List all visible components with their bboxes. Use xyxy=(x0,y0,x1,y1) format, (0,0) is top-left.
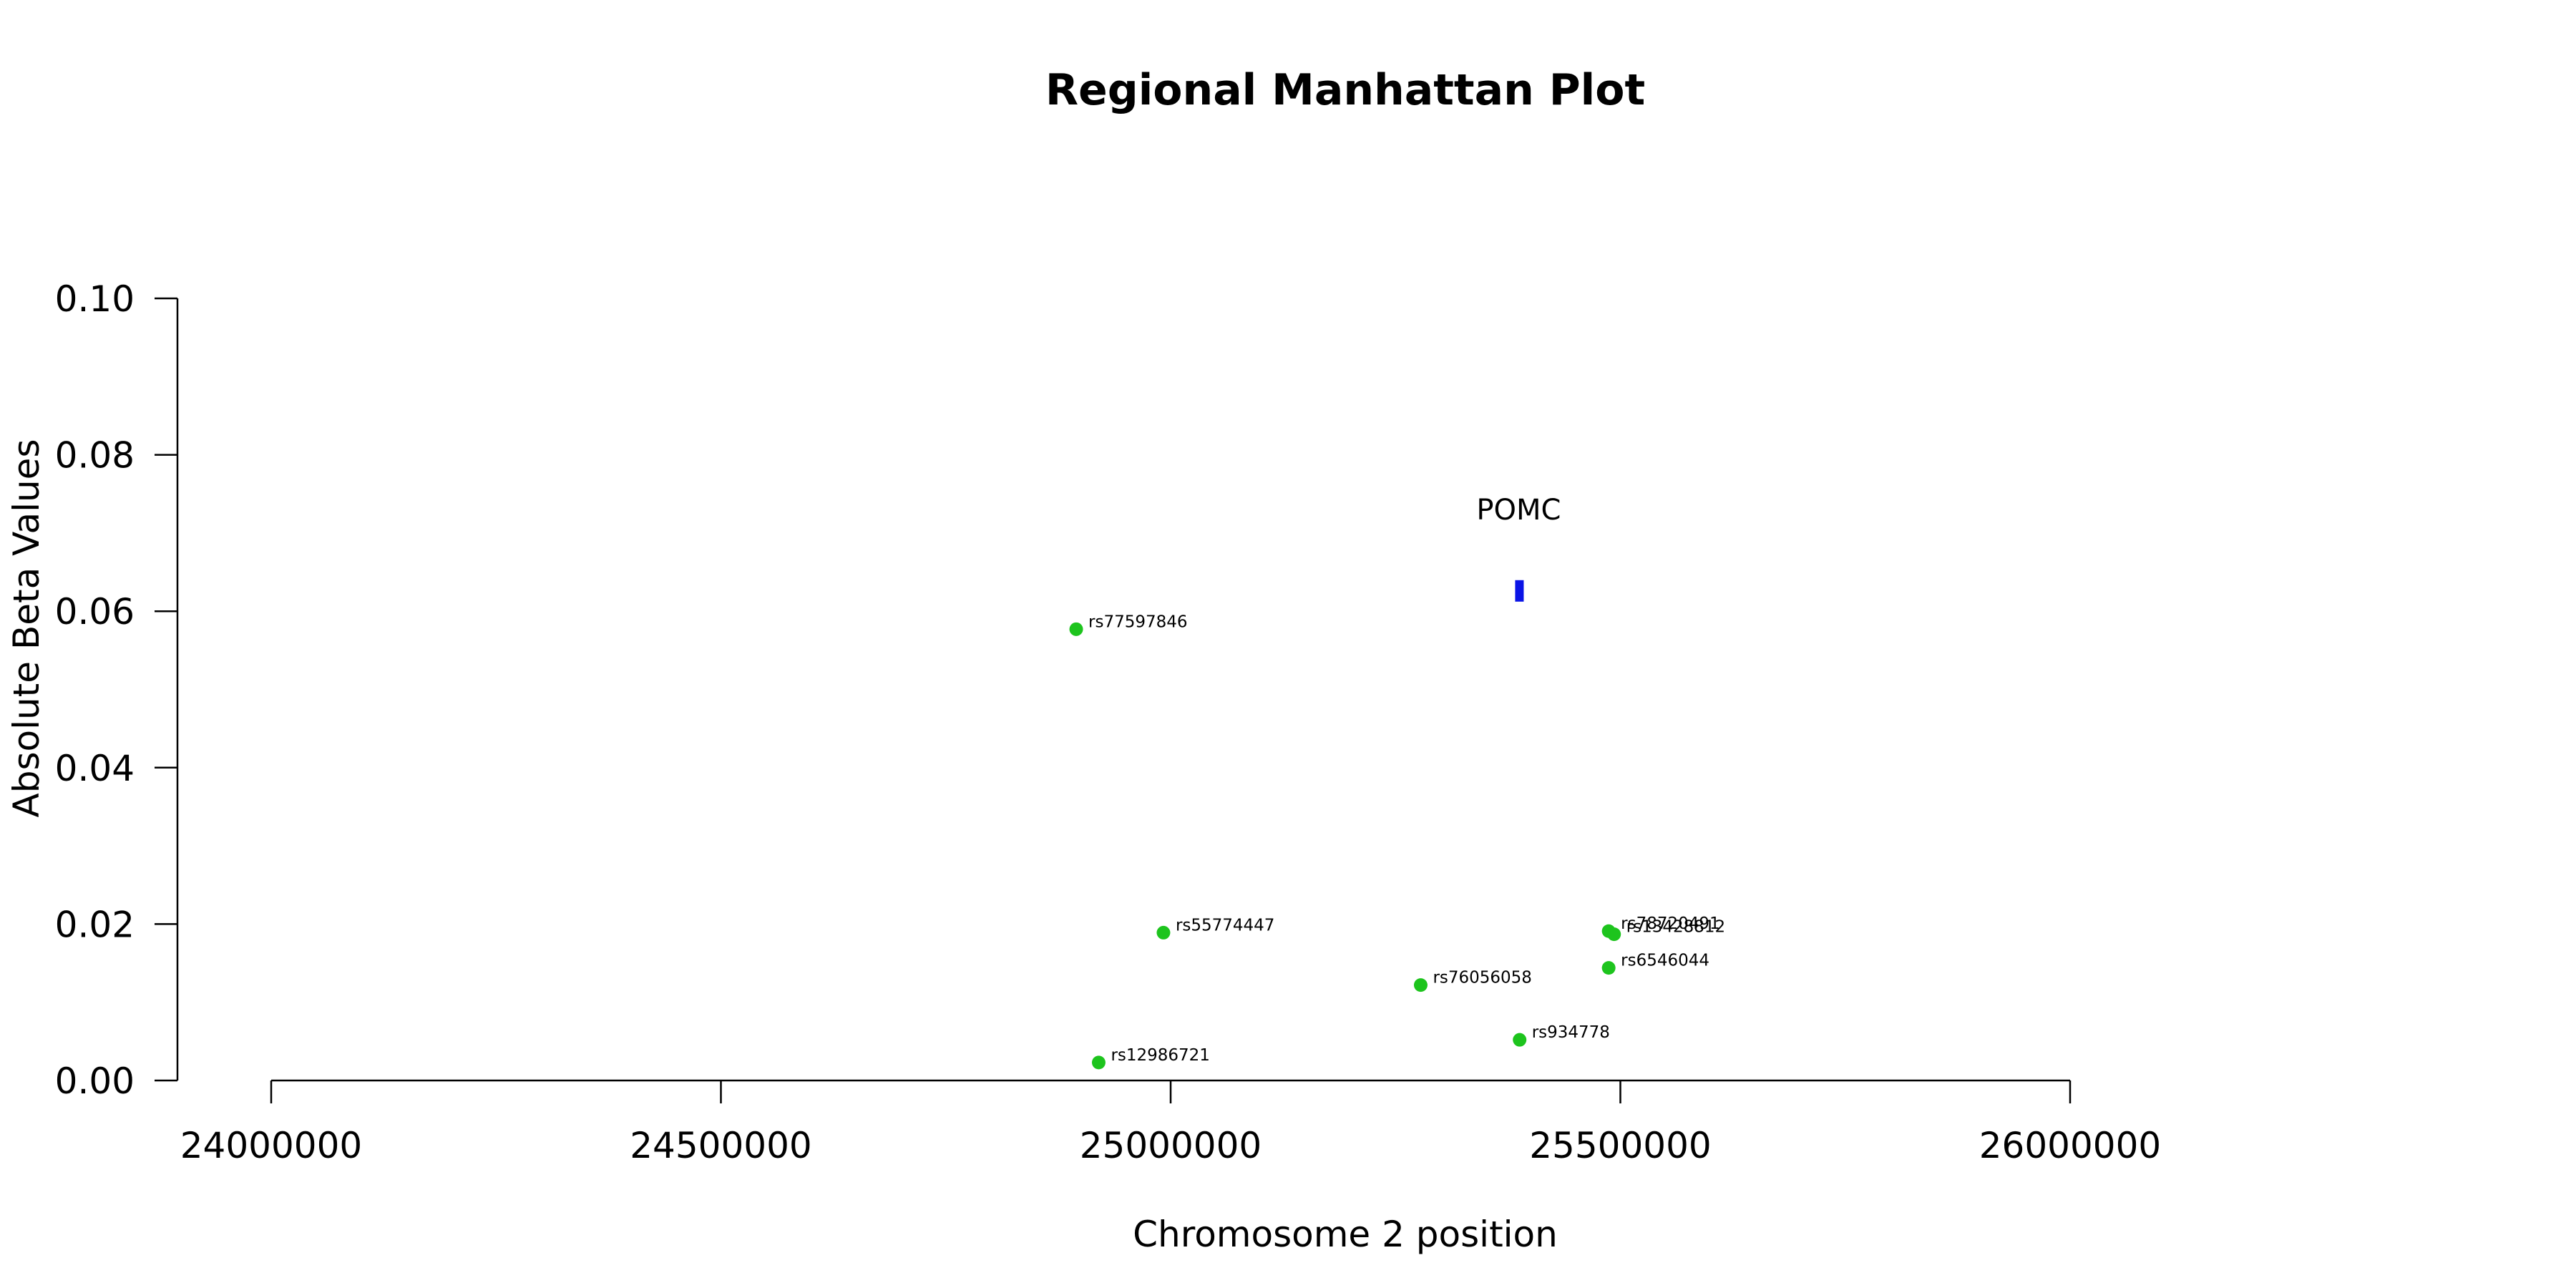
snp-point xyxy=(1513,1033,1527,1047)
x-tick-label: 24000000 xyxy=(180,1125,363,1166)
chart-title: Regional Manhattan Plot xyxy=(1045,65,1645,115)
snp-label: rs55774447 xyxy=(1176,916,1275,935)
x-tick-label: 26000000 xyxy=(1979,1125,2162,1166)
snp-label: rs77597846 xyxy=(1088,613,1188,631)
y-tick-label: 0.00 xyxy=(55,1060,135,1102)
snp-point xyxy=(1091,1055,1106,1070)
snp-points: rs77597846 rs55774447 rs12986721 rs76056058… xyxy=(1069,613,1726,1070)
x-axis-label: Chromosome 2 position xyxy=(1133,1214,1558,1255)
snp-label: rs13428812 xyxy=(1626,918,1726,937)
snp-point xyxy=(1601,961,1616,975)
gene-track: POMC xyxy=(1476,494,1561,602)
snp-label: rs12986721 xyxy=(1111,1046,1210,1065)
y-tick-label: 0.08 xyxy=(55,435,135,477)
y-axis-label: Absolute Beta Values xyxy=(6,439,47,818)
snp-label: rs78720491 xyxy=(1621,914,1720,933)
x-tick-label: 24500000 xyxy=(630,1125,812,1166)
x-tick-label: 25000000 xyxy=(1080,1125,1262,1166)
x-tick-label: 25500000 xyxy=(1529,1125,1712,1166)
gene-label: POMC xyxy=(1476,494,1561,527)
y-tick-label: 0.06 xyxy=(55,591,135,633)
snp-point xyxy=(1156,925,1171,940)
snp-point xyxy=(1607,927,1621,942)
y-axis: 0.00 0.02 0.04 0.06 0.08 0.10 xyxy=(55,278,179,1102)
snp-label: rs6546044 xyxy=(1621,952,1709,970)
snp-label: rs76056058 xyxy=(1433,969,1532,987)
gene-bar xyxy=(1515,580,1524,602)
y-tick-label: 0.04 xyxy=(55,748,135,789)
snp-label: rs934778 xyxy=(1532,1023,1610,1042)
x-axis: 24000000 24500000 25000000 25500000 26000000 xyxy=(180,1079,2162,1166)
y-tick-label: 0.02 xyxy=(55,904,135,945)
y-tick-label: 0.10 xyxy=(55,278,135,320)
snp-point xyxy=(1413,978,1428,992)
snp-point xyxy=(1069,622,1083,636)
